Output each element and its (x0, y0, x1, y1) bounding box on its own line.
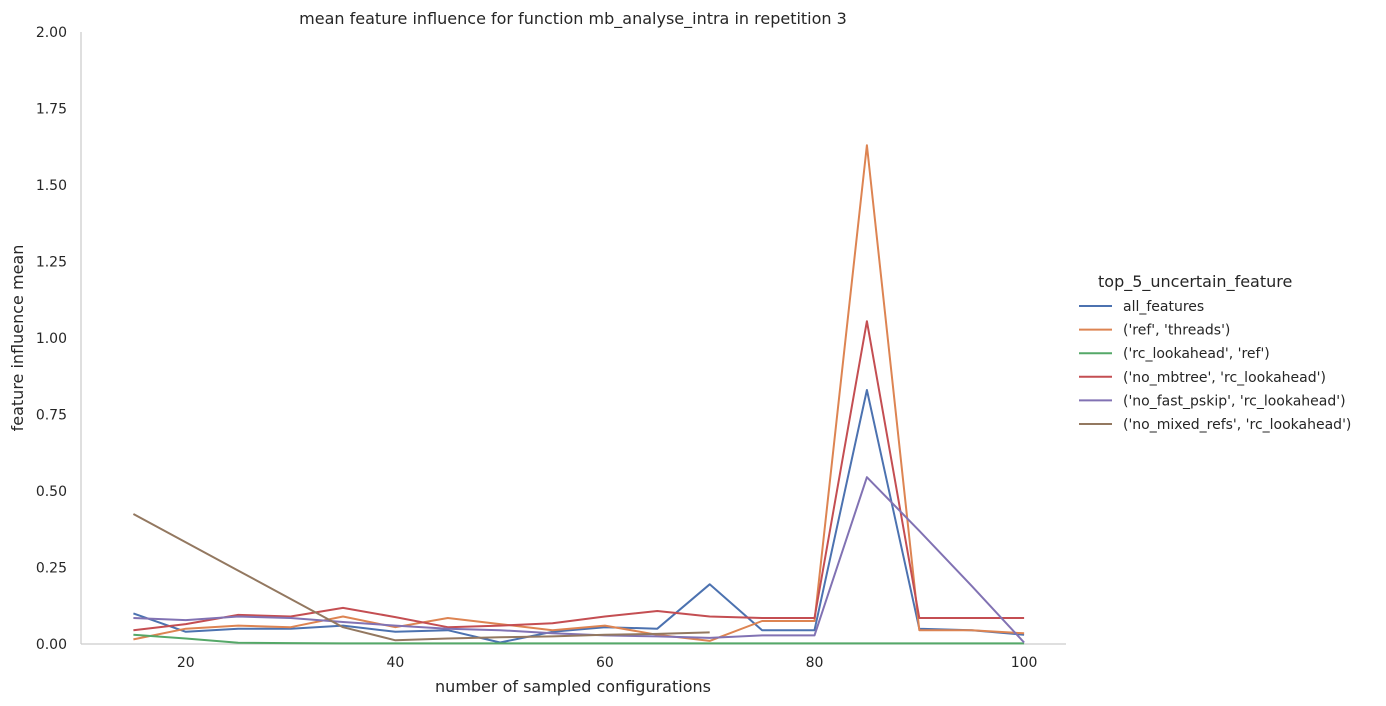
legend-entry: all_features (1123, 299, 1204, 315)
y-tick-label: 0.75 (36, 408, 67, 424)
series-line (133, 476, 1025, 644)
y-axis-label: feature influence mean (8, 245, 27, 432)
legend: top_5_uncertain_feature all_features ('re… (1079, 272, 1351, 433)
series-line (133, 389, 1025, 644)
y-tick-label: 2.00 (36, 25, 67, 41)
x-tick-label: 20 (177, 655, 195, 671)
series-line (133, 633, 1025, 645)
x-axis-label: number of sampled configurations (435, 677, 711, 696)
y-tick-label: 1.25 (36, 255, 67, 271)
series-lines (132, 144, 1025, 645)
axes (80, 32, 1066, 645)
x-tick-label: 80 (806, 655, 824, 671)
chart-title: mean feature influence for function mb_a… (299, 9, 847, 29)
x-tick-labels: 20 40 60 80 100 (177, 655, 1038, 671)
y-tick-label: 1.50 (36, 178, 67, 194)
y-tick-labels: 0.00 0.25 0.50 0.75 1.00 1.25 1.50 1.75 2.00 (36, 25, 67, 653)
legend-entry: ('no_mbtree', 'rc_lookahead') (1123, 370, 1326, 386)
x-tick-label: 100 (1011, 655, 1038, 671)
y-tick-label: 0.00 (36, 637, 67, 653)
legend-entry: ('no_mixed_refs', 'rc_lookahead') (1123, 417, 1351, 433)
y-tick-label: 1.00 (36, 331, 67, 347)
x-tick-label: 40 (386, 655, 404, 671)
series-line (133, 320, 1025, 632)
series-line (132, 513, 710, 642)
y-tick-label: 1.75 (36, 102, 67, 118)
legend-entry: ('rc_lookahead', 'ref') (1123, 346, 1270, 362)
x-tick-label: 60 (596, 655, 614, 671)
legend-entry: ('no_fast_pskip', 'rc_lookahead') (1123, 393, 1346, 409)
legend-entry: ('ref', 'threads') (1123, 323, 1230, 339)
legend-title: top_5_uncertain_feature (1098, 272, 1292, 292)
series-line (133, 144, 1025, 642)
y-tick-label: 0.50 (36, 484, 67, 500)
y-tick-label: 0.25 (36, 561, 67, 577)
